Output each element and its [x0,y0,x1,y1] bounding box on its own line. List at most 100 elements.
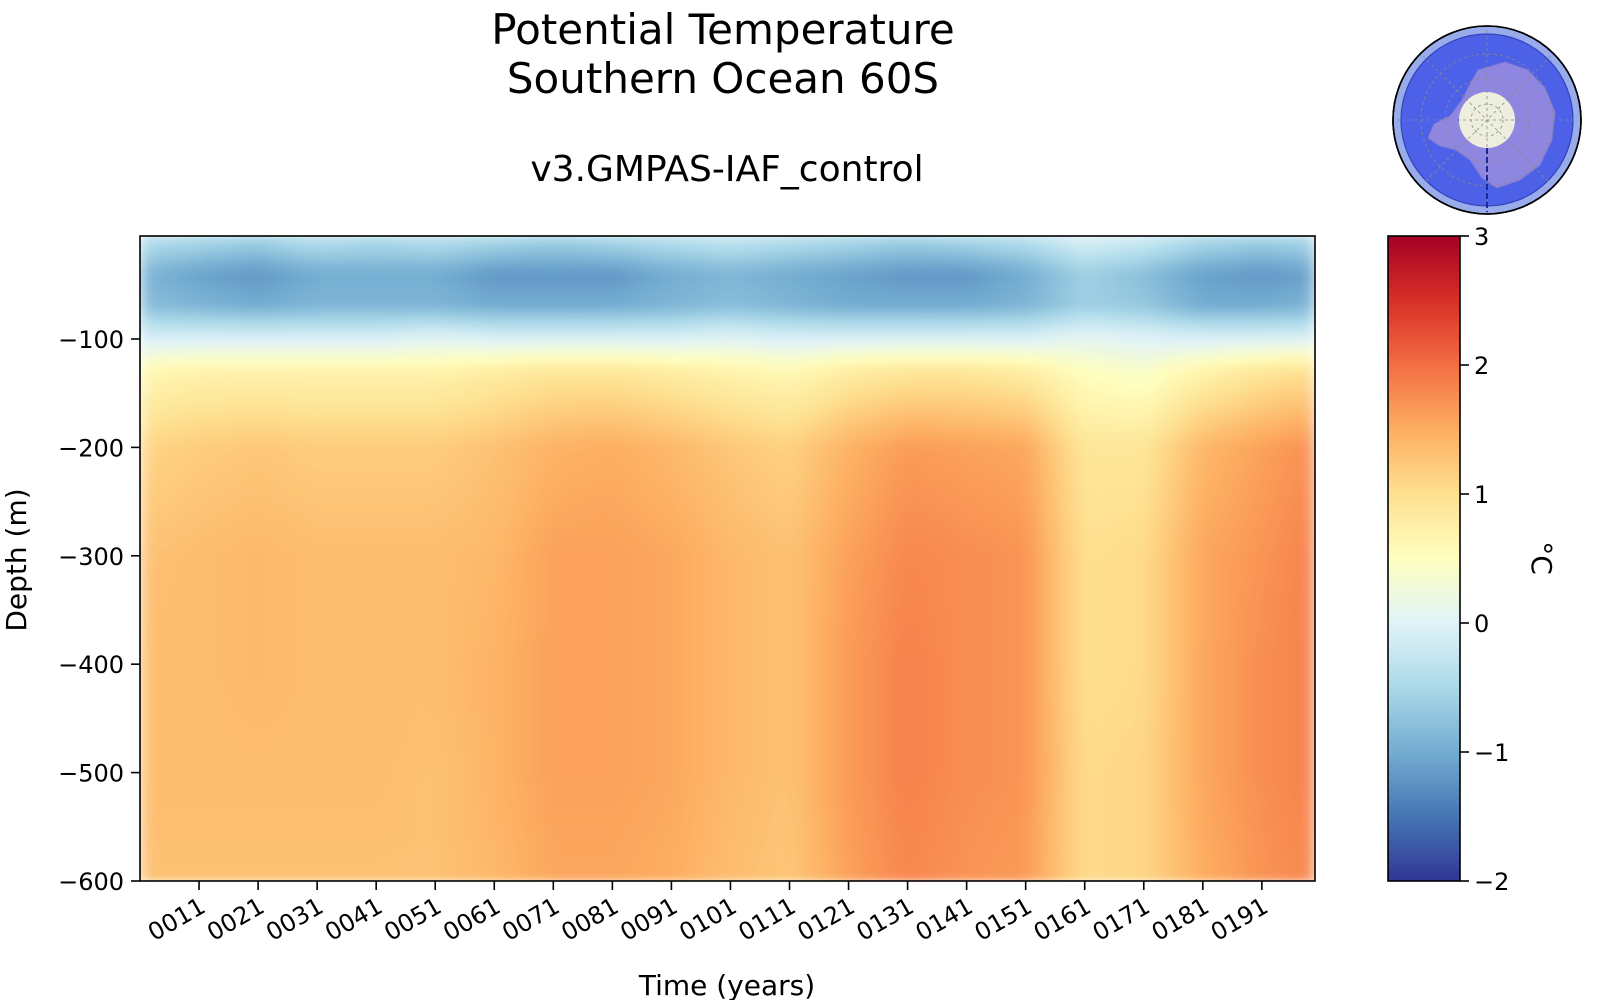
heatmap-cell [638,401,650,412]
heatmap-cell [648,410,660,421]
heatmap-cell [433,530,445,541]
heatmap-cell [678,862,689,873]
heatmap-cell [805,493,817,504]
heatmap-cell [257,723,268,735]
heatmap-cell [296,447,307,458]
heatmap-cell [766,631,777,642]
heatmap-cell [345,687,356,698]
heatmap-cell [140,548,151,559]
heatmap-cell [257,742,268,753]
heatmap-cell [394,521,405,532]
heatmap-cell [521,493,533,504]
heatmap-cell [472,456,484,467]
heatmap-cell [531,604,542,615]
heatmap-cell [335,484,347,495]
heatmap-cell [501,668,513,679]
heatmap-cell [452,779,464,790]
heatmap-cell [560,696,572,707]
heatmap-cell [443,419,454,430]
heatmap-cell [580,309,591,320]
heatmap-cell [140,327,151,338]
heatmap-cell [824,650,836,661]
heatmap-cell [609,806,621,817]
heatmap-cell [247,530,258,541]
heatmap-cell [795,834,807,845]
heatmap-cell [668,788,680,799]
heatmap-cell [472,604,484,615]
heatmap-cell [687,687,699,698]
heatmap-cell [736,456,748,467]
heatmap-cell [433,834,445,845]
heatmap-cell [335,622,347,633]
heatmap-cell [815,318,826,329]
heatmap-cell [305,687,317,698]
heatmap-cell [805,723,817,735]
heatmap-cell [305,373,317,384]
heatmap-cell [580,585,591,596]
heatmap-cell [433,558,445,569]
heatmap-cell [325,751,337,762]
heatmap-cell [746,797,758,808]
heatmap-cell [472,594,484,606]
heatmap-cell [286,714,298,725]
heatmap-cell [805,318,817,329]
heatmap-cell [648,456,660,467]
heatmap-cell [433,511,445,523]
heatmap-cell [315,419,327,430]
heatmap-cell [492,585,503,596]
heatmap-cell [599,797,611,808]
heatmap-cell [257,760,268,771]
heatmap-cell [237,659,249,670]
heatmap-cell [638,558,650,569]
heatmap-cell [511,862,523,873]
heatmap-cell [237,244,249,255]
heatmap-cell [540,797,552,808]
heatmap-cell [550,263,562,274]
heatmap-cell [423,585,435,596]
heatmap-cell [834,236,846,246]
heatmap-cell [178,336,190,348]
heatmap-cell [678,723,689,735]
heatmap-cell [609,705,621,716]
heatmap-cell [648,539,660,550]
heatmap-cell [668,263,680,274]
heatmap-cell [257,862,268,873]
heatmap-cell [785,631,797,642]
heatmap-cell [345,447,356,458]
heatmap-cell [208,272,219,283]
heatmap-cell [736,733,748,744]
heatmap-cell [766,760,777,771]
heatmap-cell [609,530,621,541]
heatmap-cell [697,392,709,403]
heatmap-cell [736,419,748,430]
heatmap-cell [697,236,709,246]
heatmap-cell [403,779,415,790]
heatmap-cell [394,751,405,762]
heatmap-cell [266,309,278,320]
heatmap-cell [492,346,503,357]
heatmap-cell [168,862,180,873]
heatmap-cell [257,364,268,375]
heatmap-cell [619,373,631,384]
heatmap-cell [521,502,533,513]
heatmap-cell [609,613,621,624]
heatmap-cell [717,751,728,762]
heatmap-cell [384,281,396,292]
heatmap-cell [315,521,327,532]
heatmap-cell [805,475,817,486]
heatmap-cell [815,668,826,679]
heatmap-cell [345,318,356,329]
heatmap-cell [511,300,523,311]
heatmap-cell [775,769,787,781]
heatmap-cell [178,355,190,366]
heatmap-cell [217,373,229,384]
heatmap-cell [580,825,591,836]
heatmap-cell [247,401,258,412]
heatmap-cell [815,300,826,311]
heatmap-cell [785,456,797,467]
heatmap-cell [648,705,660,716]
heatmap-cell [345,327,356,338]
heatmap-cell [824,769,836,781]
heatmap-cell [149,548,161,559]
heatmap-cell [482,392,493,403]
